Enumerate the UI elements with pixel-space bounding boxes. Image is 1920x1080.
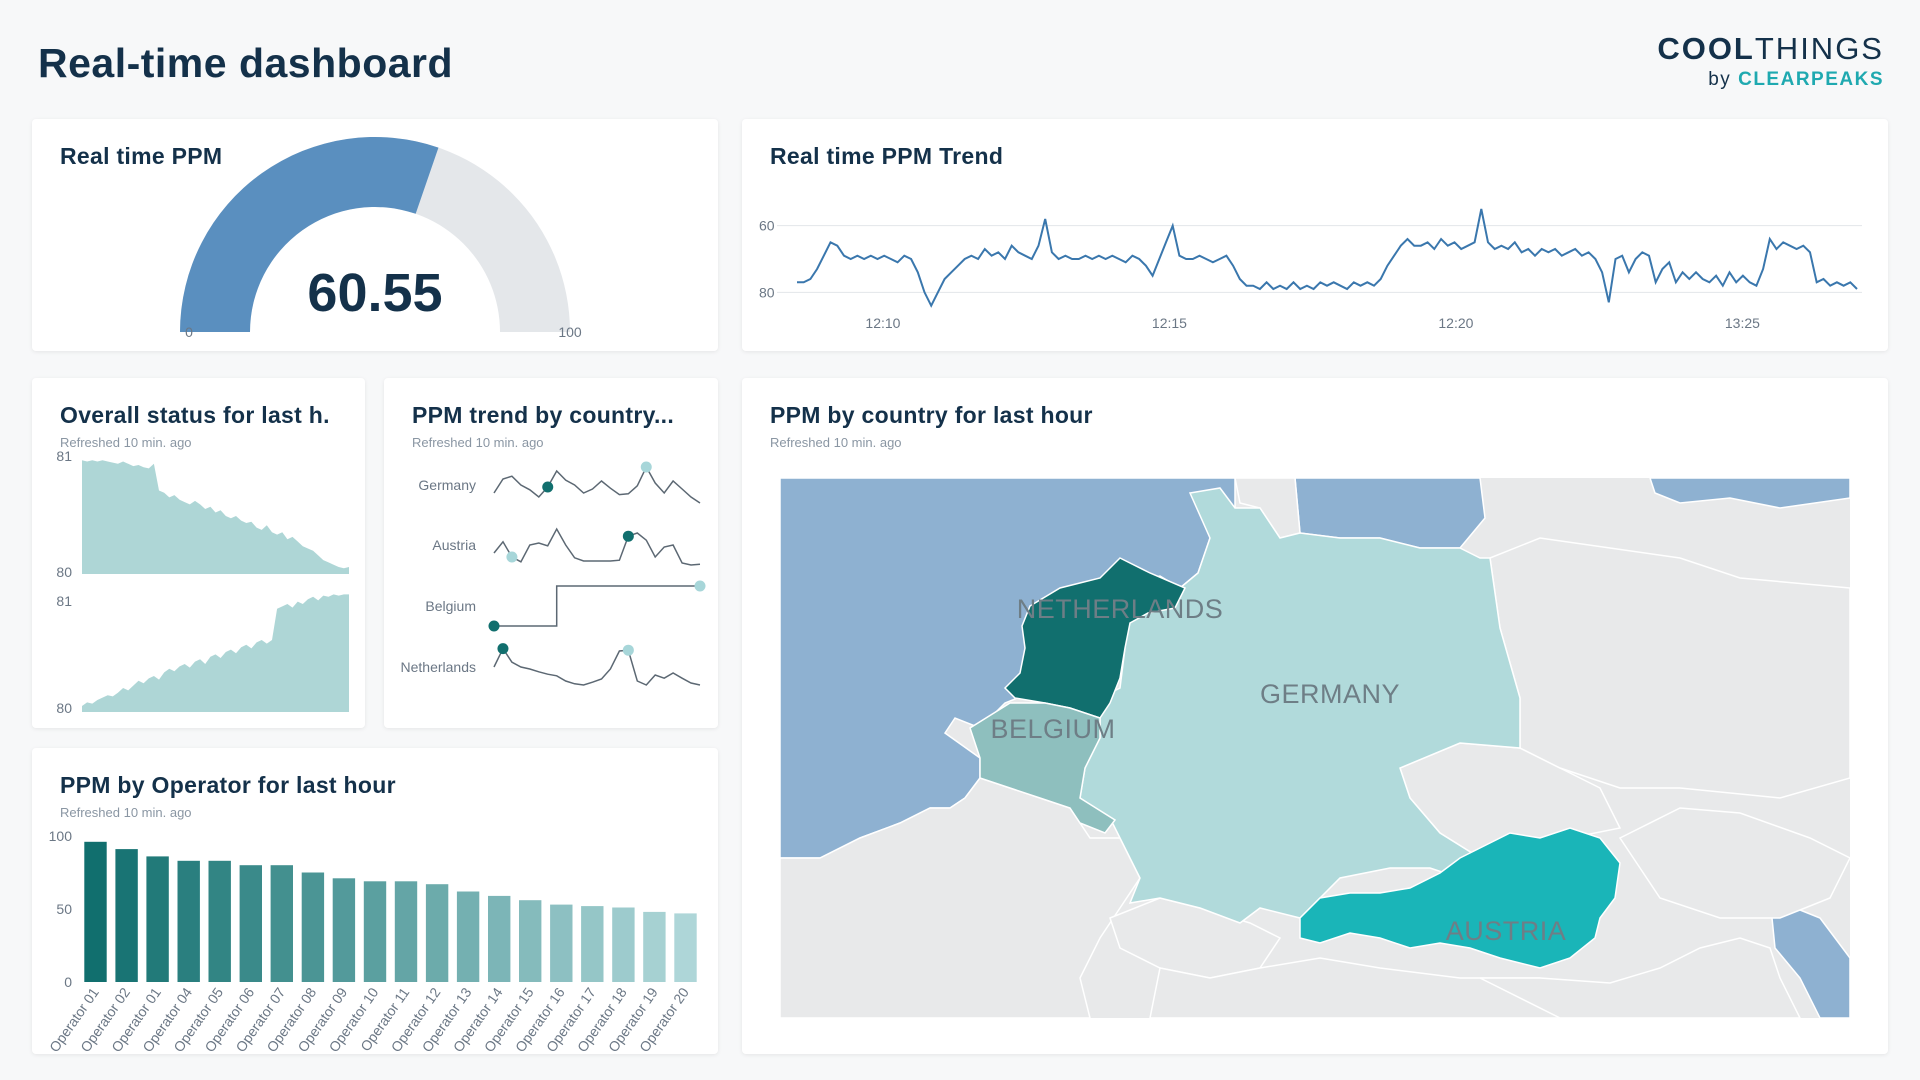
series-name-label: Netherlands: [401, 659, 477, 675]
operator-bar[interactable]: [488, 895, 511, 982]
status-area-bottom: [82, 594, 349, 712]
operator-bar[interactable]: [674, 913, 697, 982]
y-tick-label: 80: [56, 564, 72, 580]
series-name-label: Austria: [432, 537, 476, 553]
page-title: Real-time dashboard: [38, 40, 454, 86]
trend-card-title: Real time PPM Trend: [770, 143, 1004, 169]
map-label-austria: AUSTRIA: [1446, 916, 1567, 946]
sparkline-austria: [493, 527, 701, 566]
baltic-sea-east: [1649, 478, 1850, 509]
sparkline-marker[interactable]: [506, 551, 518, 563]
operator-bar[interactable]: [332, 878, 356, 982]
x-tick-label: 12:15: [1152, 315, 1187, 331]
country-sparklines: Germany Austria Belgium Netherlands: [401, 461, 706, 686]
adriatic-sea: [1769, 896, 1850, 1018]
italy-region: [1149, 957, 1561, 1018]
gauge-chart: 60.55 0 100: [180, 136, 582, 340]
status-card-title: Overall status for last h.: [60, 402, 330, 428]
operator-bar[interactable]: [146, 856, 169, 982]
y-tick-label: 81: [56, 593, 72, 609]
sparkline-belgium: [494, 585, 700, 627]
x-tick-label: 13:25: [1725, 315, 1760, 331]
operator-card[interactable]: PPM by Operator for last hour Refreshed …: [32, 748, 718, 1054]
y-tick-label: 50: [56, 901, 72, 917]
sparkline-netherlands: [493, 647, 701, 686]
country-trend-card-title: PPM trend by country...: [412, 402, 675, 428]
sparkline-marker[interactable]: [488, 620, 500, 632]
gauge-max-label: 100: [558, 324, 582, 340]
operator-bar[interactable]: [208, 860, 231, 982]
status-charts: 81 80 81 80: [56, 448, 349, 716]
operator-bar[interactable]: [425, 884, 449, 982]
operator-bar[interactable]: [84, 841, 107, 982]
x-tick-label: 12:20: [1438, 315, 1473, 331]
gauge-min-label: 0: [185, 324, 193, 340]
slovenia-region: [1479, 937, 1801, 1018]
map-card[interactable]: PPM by country for last hour Refreshed 1…: [742, 378, 1888, 1054]
sparkline-marker[interactable]: [694, 580, 706, 592]
netherlands-shape[interactable]: [1003, 557, 1187, 719]
sparkline-marker[interactable]: [622, 644, 634, 656]
status-refreshed-text: Refreshed 10 min. ago: [60, 435, 192, 450]
operator-bar[interactable]: [519, 900, 542, 982]
gauge-fill: [180, 136, 439, 332]
logo-wordmark: COOLTHINGS: [1657, 31, 1884, 66]
trend-chart: 80 60 12:10 12:15 12:20 13:25: [759, 208, 1862, 331]
operator-bar[interactable]: [301, 872, 325, 983]
operator-refreshed-text: Refreshed 10 min. ago: [60, 805, 192, 820]
operator-bar[interactable]: [363, 881, 387, 982]
status-card[interactable]: Overall status for last h. Refreshed 10 …: [32, 378, 365, 728]
operator-bar[interactable]: [115, 849, 138, 982]
operator-bar[interactable]: [239, 865, 262, 982]
belgium-shape[interactable]: [969, 702, 1117, 834]
trend-card[interactable]: Real time PPM Trend 80 60 12:10 12:15 12:2…: [742, 119, 1888, 351]
germany-shape[interactable]: [1079, 487, 1521, 924]
x-tick-label: 12:10: [865, 315, 900, 331]
sparkline-marker[interactable]: [640, 461, 652, 473]
logo-byline: by CLEARPEAKS: [1708, 69, 1884, 91]
y-tick-label: 100: [49, 828, 73, 844]
gauge-card[interactable]: Real time PPM 60.55 0 100: [32, 119, 718, 351]
operator-bar[interactable]: [394, 881, 418, 982]
operator-card-title: PPM by Operator for last hour: [60, 772, 396, 798]
map-refreshed-text: Refreshed 10 min. ago: [770, 435, 902, 450]
series-name-label: Belgium: [425, 598, 476, 614]
y-tick-label: 80: [759, 284, 775, 300]
hungary-region: [1618, 807, 1850, 919]
map-label-germany: GERMANY: [1260, 679, 1400, 709]
country-trend-card[interactable]: PPM trend by country... Refreshed 10 min…: [384, 378, 718, 728]
logo: COOLTHINGS by CLEARPEAKS: [1657, 30, 1884, 91]
y-tick-label: 81: [56, 448, 72, 464]
austria-shape[interactable]: [1299, 827, 1621, 969]
operator-bar[interactable]: [456, 891, 480, 983]
operator-bar[interactable]: [612, 907, 635, 983]
operator-bar[interactable]: [550, 904, 573, 982]
map-label-netherlands: NETHERLANDS: [1017, 594, 1224, 624]
country-trend-refreshed-text: Refreshed 10 min. ago: [412, 435, 544, 450]
operator-bar[interactable]: [177, 860, 200, 982]
status-area-top: [82, 460, 349, 574]
map-label-belgium: BELGIUM: [990, 714, 1115, 744]
sparkline-marker[interactable]: [542, 481, 554, 493]
series-name-label: Germany: [418, 477, 476, 493]
gauge-value-label: 60.55: [307, 263, 442, 323]
operator-bar[interactable]: [643, 911, 666, 982]
trend-series-line: [797, 208, 1858, 308]
sparkline-marker[interactable]: [497, 643, 509, 655]
gauge-card-title: Real time PPM: [60, 143, 223, 169]
country-map[interactable]: NETHERLANDS GERMANY BELGIUM AUSTRIA: [780, 478, 1850, 1018]
y-tick-label: 0: [64, 974, 72, 990]
y-tick-label: 80: [56, 700, 72, 716]
operator-bar[interactable]: [270, 865, 293, 982]
sparkline-marker[interactable]: [622, 530, 634, 542]
operator-bar[interactable]: [581, 906, 604, 982]
sparkline-germany: [493, 465, 701, 504]
map-card-title: PPM by country for last hour: [770, 402, 1093, 428]
y-tick-label: 60: [759, 218, 775, 234]
